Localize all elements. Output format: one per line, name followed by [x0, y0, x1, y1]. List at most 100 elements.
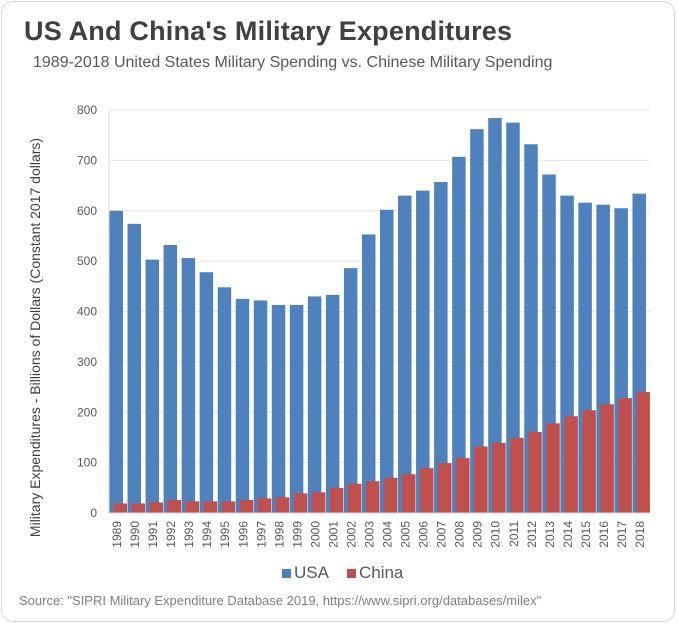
bar-china-2005: [402, 474, 416, 513]
x-tick-label: 1999: [290, 521, 304, 548]
bar-china-2006: [420, 468, 434, 513]
bar-usa-2003: [361, 234, 376, 513]
legend: USA China: [282, 563, 403, 583]
bar-usa-2002: [343, 268, 358, 513]
x-tick-label: 2006: [417, 521, 431, 548]
bar-china-2004: [384, 477, 398, 513]
y-tick-label: 500: [77, 254, 97, 268]
legend-item-china: China: [346, 563, 404, 583]
bar-china-1989: [113, 503, 127, 513]
bar-china-2009: [474, 446, 488, 513]
bar-usa-1997: [253, 300, 268, 513]
series-china-bars: [113, 392, 650, 513]
bar-china-2008: [456, 458, 470, 513]
x-tick-label: 2005: [399, 521, 413, 548]
x-tick-label: 2008: [453, 521, 467, 548]
y-tick-label: 600: [77, 204, 97, 218]
bar-china-1990: [131, 503, 146, 513]
x-tick-label: 1998: [272, 521, 286, 548]
bar-china-1999: [293, 493, 308, 513]
bar-usa-2007: [434, 182, 448, 513]
bar-china-2007: [438, 463, 452, 513]
bar-usa-1996: [235, 298, 250, 513]
x-tick-label: 1997: [254, 521, 268, 548]
bar-china-2012: [528, 431, 542, 513]
x-tick-label: 2013: [543, 521, 557, 548]
y-tick-label: 300: [77, 355, 97, 369]
bar-usa-1995: [217, 287, 232, 513]
bar-china-2013: [546, 423, 560, 513]
x-tick-label: 1990: [128, 521, 142, 548]
x-tick-label: 2010: [489, 521, 503, 548]
x-axis-ticks: 1989 1990 1991 1992 1993 1994 1995 1996 1997 1998…: [110, 521, 647, 548]
x-tick-label: 2018: [633, 521, 647, 548]
bar-usa-2010: [488, 118, 502, 513]
y-tick-label: 200: [77, 405, 97, 419]
bar-china-2010: [492, 442, 506, 513]
legend-item-usa: USA: [282, 563, 329, 583]
y-axis-label: Military Expenditures - Billions of Doll…: [27, 138, 43, 537]
bar-usa-2000: [307, 296, 322, 513]
bar-china-2014: [564, 416, 578, 513]
x-tick-label: 2015: [579, 521, 593, 548]
bar-usa-2006: [416, 190, 430, 513]
x-tick-label: 2000: [308, 521, 322, 548]
bar-china-1994: [203, 501, 218, 513]
x-tick-label: 2001: [326, 521, 340, 548]
bar-usa-1999: [289, 304, 304, 513]
x-tick-label: 2002: [344, 521, 358, 548]
x-tick-label: 1989: [110, 521, 124, 548]
x-tick-label: 2009: [471, 521, 485, 548]
bar-usa-2009: [470, 129, 484, 513]
x-tick-label: 2004: [381, 521, 395, 548]
bar-china-2001: [329, 487, 344, 513]
bar-usa-2005: [398, 195, 412, 513]
bar-china-1993: [185, 501, 200, 513]
bar-china-2017: [618, 398, 632, 513]
x-tick-label: 2011: [507, 521, 521, 547]
bar-china-1997: [257, 498, 272, 513]
y-tick-label: 100: [77, 456, 97, 470]
bar-usa-1993: [181, 258, 196, 513]
bar-china-2000: [311, 492, 326, 513]
bar-usa-2008: [452, 156, 466, 513]
bar-china-2016: [600, 404, 614, 513]
bar-china-2003: [365, 481, 380, 513]
legend-label-usa: USA: [294, 563, 329, 582]
legend-swatch-china: [346, 568, 356, 578]
x-tick-label: 1994: [200, 521, 214, 548]
bar-usa-2012: [524, 144, 538, 513]
bar-china-2011: [510, 437, 524, 513]
bar-china-1991: [149, 502, 164, 513]
legend-label-china: China: [358, 563, 404, 582]
x-tick-label: 1992: [164, 521, 178, 548]
bar-china-2002: [347, 483, 362, 513]
chart-subtitle: 1989-2018 United States Military Spendin…: [33, 54, 553, 71]
bar-usa-1991: [145, 259, 160, 513]
x-tick-label: 2016: [597, 521, 611, 548]
source-note: Source: "SIPRI Military Expenditure Data…: [19, 593, 542, 608]
x-tick-label: 1991: [146, 521, 160, 548]
x-tick-label: 2012: [525, 521, 539, 548]
bar-usa-2004: [380, 209, 394, 513]
bar-usa-2001: [325, 294, 340, 513]
bar-china-1996: [239, 499, 254, 513]
gridlines: [109, 109, 650, 464]
bar-china-1992: [167, 499, 182, 513]
x-tick-label: 2003: [362, 521, 376, 548]
bar-usa-2011: [506, 122, 520, 513]
bar-usa-1994: [199, 272, 214, 513]
legend-swatch-usa: [282, 568, 291, 578]
bar-usa-1992: [163, 245, 178, 513]
y-tick-label: 0: [90, 506, 97, 520]
x-tick-label: 2007: [435, 521, 449, 548]
chart-title: US And China's Military Expenditures: [24, 16, 513, 46]
x-tick-label: 1995: [218, 521, 232, 548]
x-tick-label: 2014: [561, 521, 575, 548]
y-tick-label: 400: [77, 305, 97, 319]
x-tick-label: 2017: [615, 521, 629, 548]
y-tick-label: 800: [77, 103, 97, 117]
bar-china-1998: [275, 497, 290, 513]
bar-china-2018: [636, 392, 650, 513]
